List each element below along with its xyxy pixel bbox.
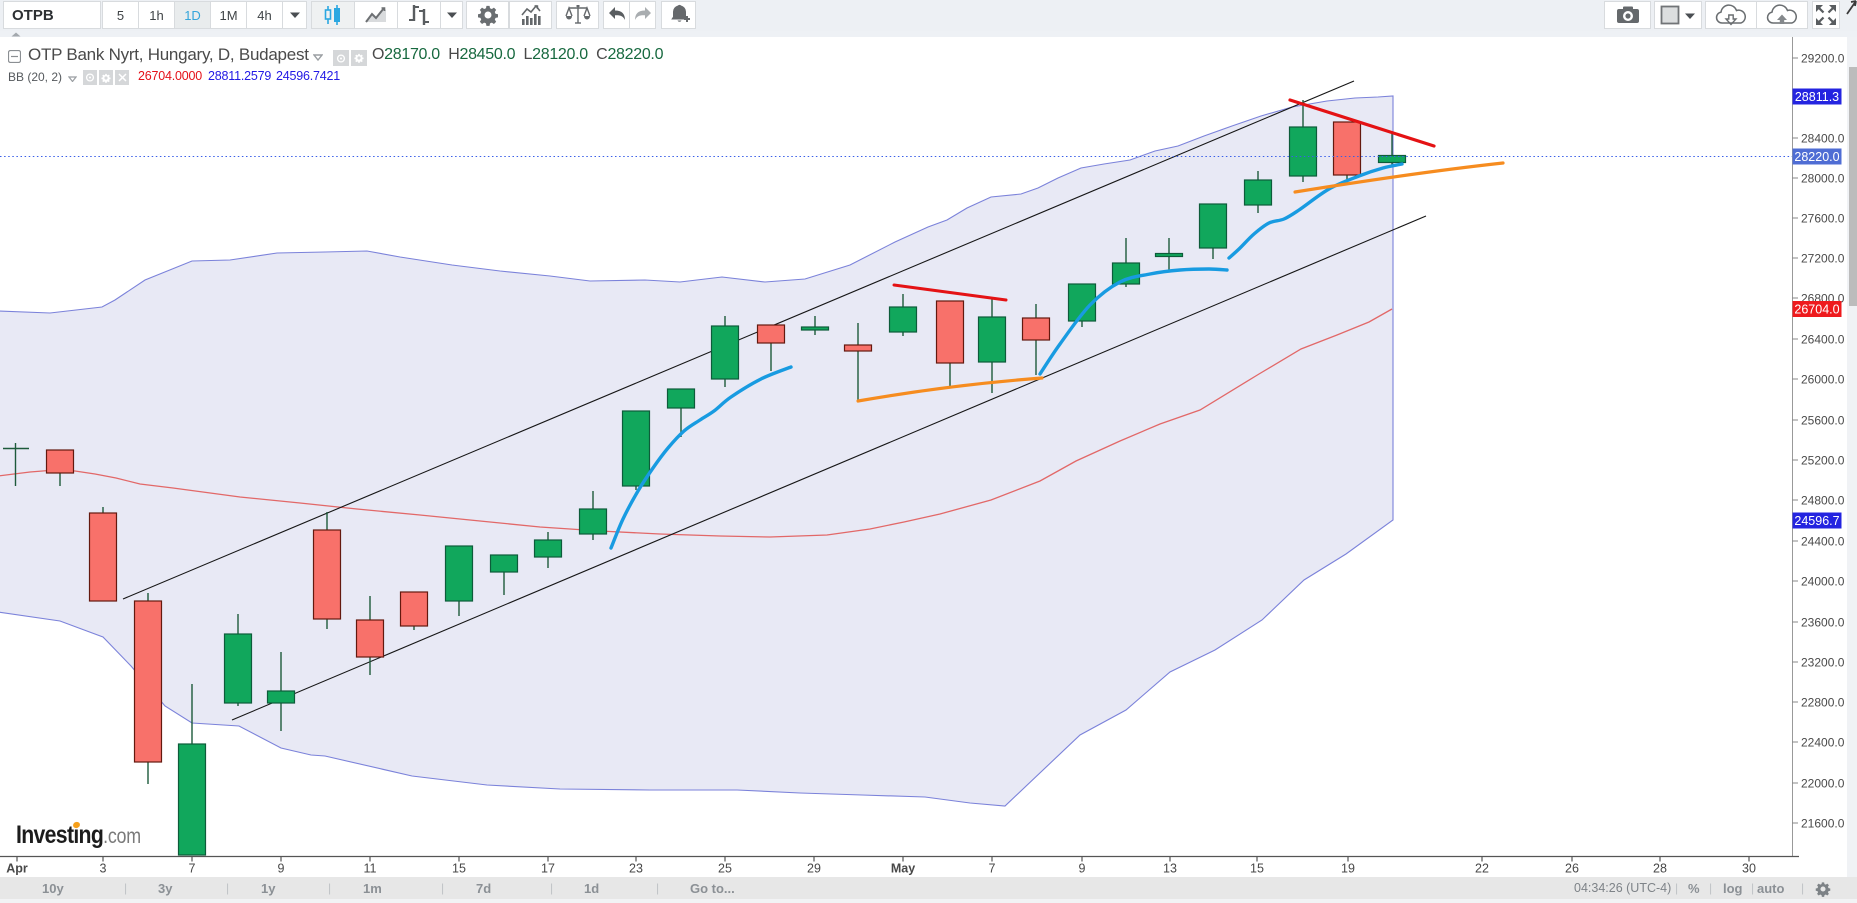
svg-text:29: 29 bbox=[807, 862, 821, 876]
svg-text:24596.7: 24596.7 bbox=[1794, 514, 1839, 528]
svg-text:27200.0: 27200.0 bbox=[1801, 252, 1845, 266]
svg-text:19: 19 bbox=[1341, 862, 1355, 876]
svg-text:7: 7 bbox=[189, 862, 196, 876]
svg-text:13: 13 bbox=[1163, 862, 1177, 876]
svg-text:23: 23 bbox=[629, 862, 643, 876]
svg-text:22400.0: 22400.0 bbox=[1801, 736, 1845, 750]
svg-text:15: 15 bbox=[452, 862, 466, 876]
svg-text:11: 11 bbox=[364, 862, 377, 876]
svg-text:24000.0: 24000.0 bbox=[1801, 575, 1845, 589]
svg-text:26: 26 bbox=[1565, 862, 1579, 876]
svg-text:26400.0: 26400.0 bbox=[1801, 333, 1845, 347]
svg-text:26000.0: 26000.0 bbox=[1801, 373, 1845, 387]
svg-text:24800.0: 24800.0 bbox=[1801, 494, 1845, 508]
svg-text:9: 9 bbox=[278, 862, 285, 876]
svg-text:15: 15 bbox=[1250, 862, 1264, 876]
svg-text:22800.0: 22800.0 bbox=[1801, 696, 1845, 710]
svg-text:22: 22 bbox=[1475, 862, 1489, 876]
svg-text:25600.0: 25600.0 bbox=[1801, 414, 1845, 428]
svg-text:28: 28 bbox=[1653, 862, 1667, 876]
svg-text:23200.0: 23200.0 bbox=[1801, 656, 1845, 670]
svg-text:25: 25 bbox=[718, 862, 732, 876]
svg-text:23600.0: 23600.0 bbox=[1801, 616, 1845, 630]
svg-text:17: 17 bbox=[541, 862, 555, 876]
svg-text:28400.0: 28400.0 bbox=[1801, 132, 1845, 146]
svg-text:27600.0: 27600.0 bbox=[1801, 212, 1845, 226]
svg-text:26704.0: 26704.0 bbox=[1794, 303, 1839, 317]
svg-text:25200.0: 25200.0 bbox=[1801, 454, 1845, 468]
svg-text:21600.0: 21600.0 bbox=[1801, 817, 1845, 831]
svg-text:May: May bbox=[891, 862, 915, 876]
svg-text:22000.0: 22000.0 bbox=[1801, 777, 1845, 791]
svg-text:Apr: Apr bbox=[6, 862, 28, 876]
svg-text:3: 3 bbox=[100, 862, 107, 876]
svg-text:28000.0: 28000.0 bbox=[1801, 172, 1845, 186]
svg-text:7: 7 bbox=[989, 862, 996, 876]
svg-text:30: 30 bbox=[1742, 862, 1756, 876]
svg-text:9: 9 bbox=[1079, 862, 1086, 876]
svg-text:28811.3: 28811.3 bbox=[1795, 90, 1839, 104]
svg-text:29200.0: 29200.0 bbox=[1801, 52, 1845, 66]
svg-text:28220.0: 28220.0 bbox=[1794, 150, 1839, 164]
svg-text:24400.0: 24400.0 bbox=[1801, 535, 1845, 549]
